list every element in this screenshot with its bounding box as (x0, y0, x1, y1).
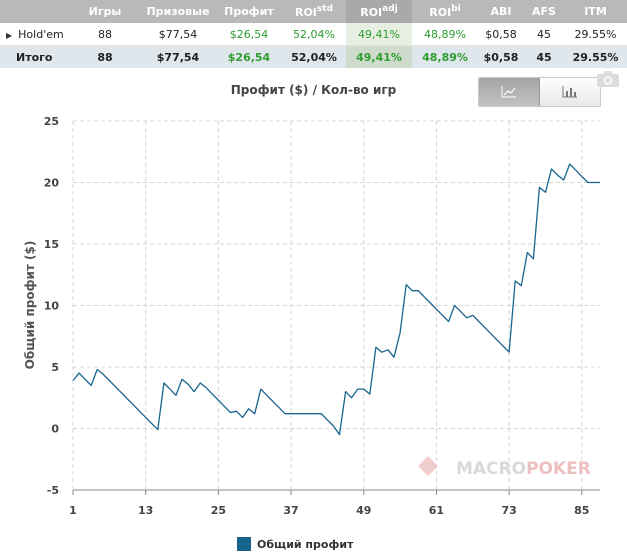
header-itm[interactable]: ITM (564, 0, 627, 23)
y-tick-label: 25 (44, 115, 59, 128)
cell-roi-std: 52,04% (282, 23, 346, 46)
total-games: 88 (70, 45, 140, 68)
cell-profit: $26,54 (216, 23, 282, 46)
y-tick-labels: -5 0 5 10 15 20 25 (44, 115, 60, 497)
total-itm: 29.55% (564, 45, 627, 68)
legend-swatch (237, 537, 251, 551)
cell-roi-adj: 49,41% (346, 23, 412, 46)
stats-table: Игры Призовые Профит ROIstd ROIadj ROIbi… (0, 0, 627, 68)
cell-roi-bi: 48,89% (412, 23, 478, 46)
cell-itm: 29.55% (564, 23, 627, 46)
table-header-row: Игры Призовые Профит ROIstd ROIadj ROIbi… (0, 0, 627, 23)
y-tick-label: -5 (47, 484, 59, 497)
header-abi[interactable]: ABI (478, 0, 524, 23)
y-axis-label: Общий профит ($) (23, 241, 37, 370)
legend-label: Общий профит (257, 537, 354, 551)
x-tick-label: 73 (501, 504, 516, 517)
bar-chart-icon (562, 86, 577, 98)
chart-type-toggle (478, 77, 601, 107)
x-tick-label: 37 (283, 504, 298, 517)
header-roi-bi[interactable]: ROIbi (412, 0, 478, 23)
total-profit: $26,54 (216, 45, 282, 68)
total-prize: $77,54 (140, 45, 216, 68)
chart-grid (72, 120, 600, 495)
header-profit[interactable]: Профит (216, 0, 282, 23)
total-roi-std: 52,04% (282, 45, 346, 68)
x-tick-label: 25 (211, 504, 226, 517)
header-prize[interactable]: Призовые (140, 0, 216, 23)
line-chart-button[interactable] (479, 78, 540, 106)
watermark-logo: MACROPOKER (456, 459, 591, 479)
total-roi-bi: 48,89% (412, 45, 478, 68)
header-roi-adj[interactable]: ROIadj (346, 0, 412, 23)
header-roi-std[interactable]: ROIstd (282, 0, 346, 23)
y-tick-label: 15 (44, 238, 59, 251)
x-tick-label: 1 (69, 504, 77, 517)
cell-prize: $77,54 (140, 23, 216, 46)
table-total-row: Итого 88 $77,54 $26,54 52,04% 49,41% 48,… (0, 45, 627, 68)
export-button[interactable] (596, 70, 620, 92)
header-games[interactable]: Игры (70, 0, 140, 23)
y-tick-label: 10 (44, 300, 60, 313)
header-afs[interactable]: AFS (524, 0, 564, 23)
table-row[interactable]: ▶ Hold'em 88 $77,54 $26,54 52,04% 49,41% … (0, 23, 627, 46)
total-roi-adj: 49,41% (346, 45, 412, 68)
bar-chart-button[interactable] (540, 78, 600, 106)
x-tick-label: 49 (356, 504, 371, 517)
header-name (0, 0, 70, 23)
camera-icon (597, 71, 619, 87)
row-name-cell[interactable]: ▶ Hold'em (0, 23, 70, 46)
total-abi: $0,58 (478, 45, 524, 68)
cell-afs: 45 (524, 23, 564, 46)
chart-legend[interactable]: Общий профит (237, 537, 353, 551)
cell-abi: $0,58 (478, 23, 524, 46)
x-tick-label: 85 (574, 504, 589, 517)
cell-games: 88 (70, 23, 140, 46)
series-line[interactable] (72, 163, 600, 436)
y-tick-label: 5 (51, 361, 59, 374)
x-tick-labels: 1 13 25 37 49 61 73 85 (69, 504, 589, 517)
total-afs: 45 (524, 45, 564, 68)
expand-caret-icon[interactable]: ▶ (6, 30, 13, 40)
x-tick-label: 13 (138, 504, 153, 517)
chart-title: Профит ($) / Кол-во игр (230, 83, 397, 97)
watermark-icon (418, 456, 438, 476)
series-group (72, 163, 600, 436)
y-tick-label: 0 (51, 423, 59, 436)
line-chart-icon (501, 86, 516, 98)
x-tick-label: 61 (429, 504, 444, 517)
total-label: Итого (0, 45, 70, 68)
y-tick-label: 20 (44, 177, 60, 190)
